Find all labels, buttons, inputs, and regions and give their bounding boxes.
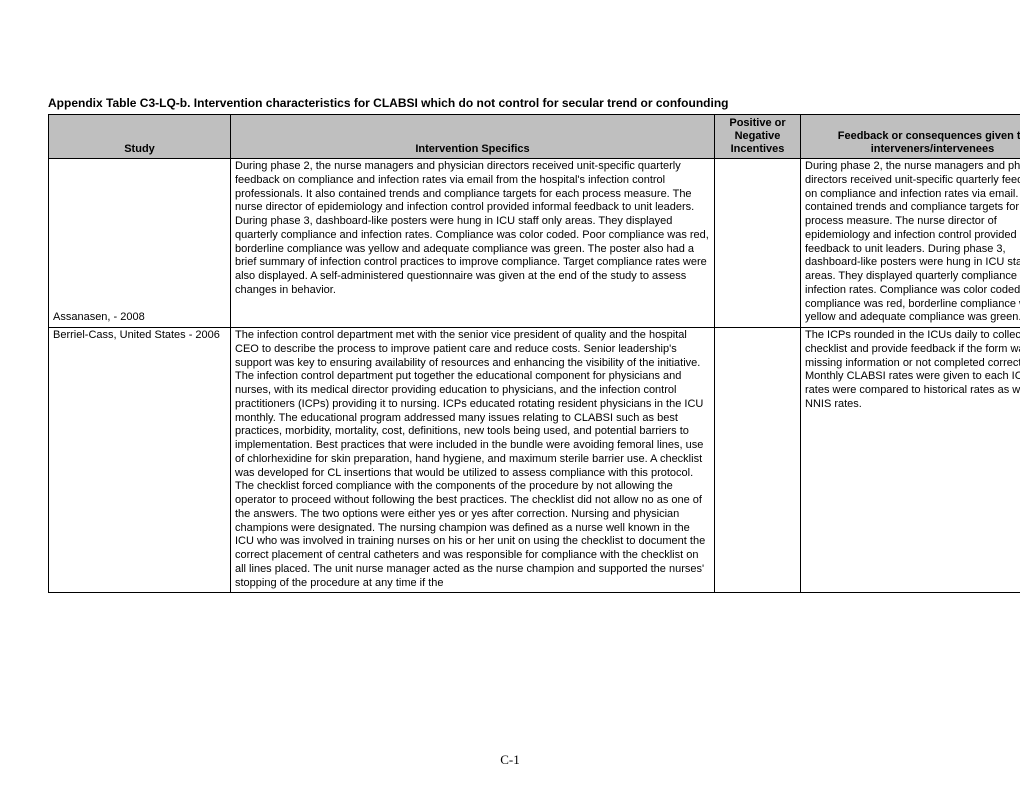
col-feedback: Feedback or consequences given to interv…	[801, 114, 1020, 159]
cell-incentives	[715, 328, 801, 593]
table-row: Berriel-Cass, United States - 2006 The i…	[49, 328, 1020, 593]
cell-feedback: During phase 2, the nurse managers and p…	[801, 159, 1020, 328]
appendix-table: Study Intervention Specifics Positive or…	[48, 114, 1020, 594]
cell-study: Berriel-Cass, United States - 2006	[49, 328, 231, 593]
cell-intervention: During phase 2, the nurse managers and p…	[231, 159, 715, 328]
cell-incentives	[715, 159, 801, 328]
page-number: C-1	[0, 752, 1020, 768]
table-row: Assanasen, - 2008 During phase 2, the nu…	[49, 159, 1020, 328]
col-incentives: Positive or Negative Incentives	[715, 114, 801, 159]
header-row: Study Intervention Specifics Positive or…	[49, 114, 1020, 159]
col-intervention: Intervention Specifics	[231, 114, 715, 159]
cell-study: Assanasen, - 2008	[49, 159, 231, 328]
page: Appendix Table C3-LQ-b. Intervention cha…	[0, 0, 1020, 788]
cell-intervention: The infection control department met wit…	[231, 328, 715, 593]
cell-feedback: The ICPs rounded in the ICUs daily to co…	[801, 328, 1020, 593]
table-caption: Appendix Table C3-LQ-b. Intervention cha…	[48, 96, 972, 112]
col-study: Study	[49, 114, 231, 159]
